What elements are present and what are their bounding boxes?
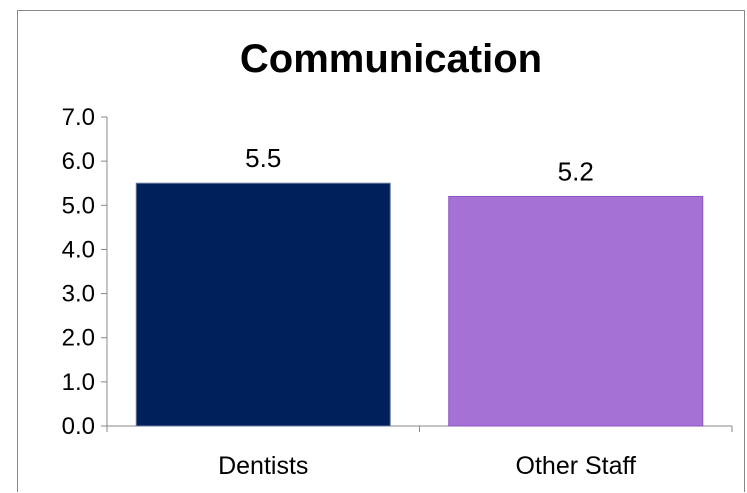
x-axis-ticks: Dentists Other Staff — [106, 426, 733, 480]
y-tick-label: 1.0 — [62, 369, 95, 396]
bar-other-staff — [448, 195, 704, 427]
y-tick-label: 6.0 — [62, 148, 95, 175]
x-category-label: Dentists — [218, 452, 308, 480]
y-tick-label: 0.0 — [62, 413, 95, 440]
x-category-label: Other Staff — [516, 452, 636, 480]
y-axis-ticks: 0.0 1.0 2.0 3.0 4.0 5.0 6.0 7.0 — [62, 104, 107, 440]
bar-dentists — [135, 182, 391, 427]
y-tick-label: 2.0 — [62, 325, 95, 352]
y-tick-label: 7.0 — [62, 104, 95, 131]
data-label: 5.2 — [558, 156, 594, 186]
chart-title: Communication — [240, 37, 542, 81]
y-tick-label: 5.0 — [62, 192, 95, 219]
data-label: 5.5 — [245, 143, 281, 173]
bars-group: 5.5 5.2 — [135, 143, 704, 427]
y-tick-label: 3.0 — [62, 281, 95, 308]
y-tick-label: 4.0 — [62, 236, 95, 263]
